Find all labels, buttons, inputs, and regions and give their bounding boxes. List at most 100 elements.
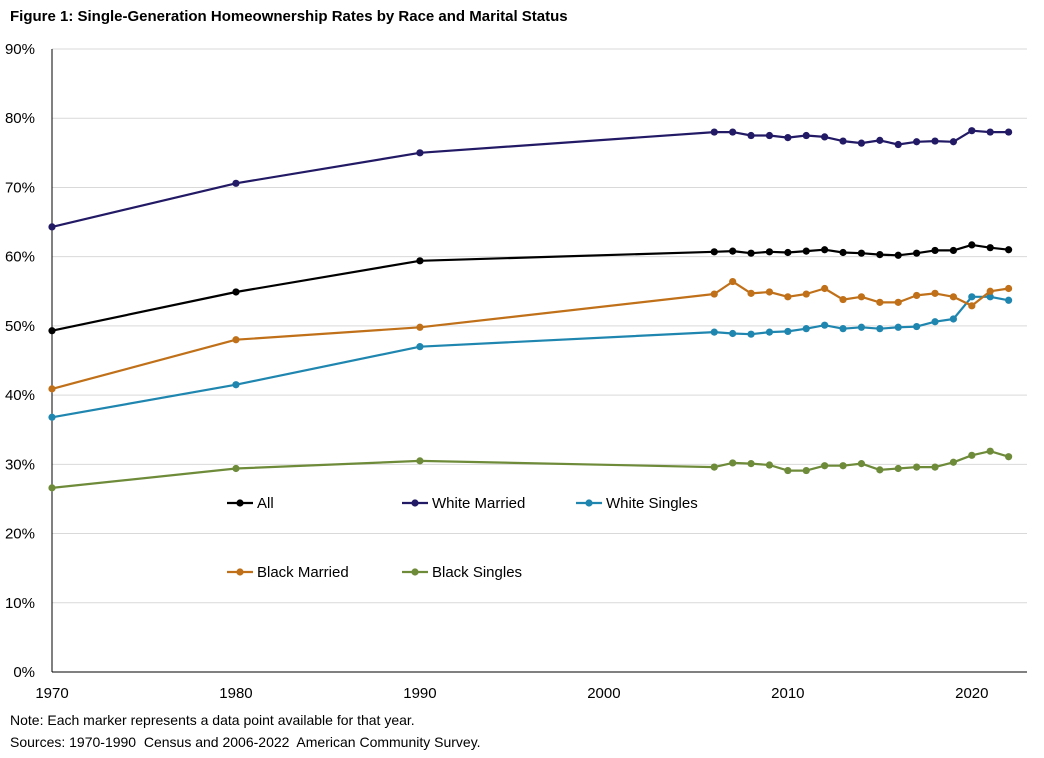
data-point-black-married-2009 — [765, 288, 774, 296]
data-point-white-married-2016 — [894, 140, 902, 149]
data-point-all-2013 — [839, 248, 847, 257]
data-point-black-singles-2012 — [821, 462, 829, 470]
data-point-black-singles-2013 — [839, 462, 847, 470]
legend-marker-white-married — [411, 499, 419, 507]
data-point-black-singles-2006 — [710, 463, 718, 471]
data-point-black-married-2020 — [968, 302, 976, 310]
y-tick-label-90: 90% — [5, 41, 35, 58]
series-line-black-married — [51, 280, 1009, 390]
data-point-white-married-2013 — [839, 137, 847, 145]
data-point-white-married-2021 — [986, 128, 994, 136]
data-point-all-2018 — [931, 246, 939, 255]
data-point-black-married-2010 — [784, 293, 792, 301]
x-tick-label-1970: 1970 — [35, 685, 68, 702]
data-point-all-2009 — [765, 248, 774, 256]
data-point-white-singles-1990 — [416, 343, 424, 351]
series-lines — [48, 127, 1013, 492]
data-point-black-singles-1970 — [48, 484, 56, 492]
data-point-black-married-2014 — [857, 293, 866, 301]
data-point-white-singles-2020 — [968, 293, 976, 301]
data-point-white-married-2017 — [913, 138, 921, 146]
y-tick-label-30: 30% — [5, 456, 35, 473]
series-line-all — [51, 243, 1009, 332]
y-tick-label-20: 20% — [5, 526, 35, 543]
data-point-black-married-2006 — [710, 290, 718, 298]
data-point-black-singles-2016 — [894, 464, 902, 473]
x-tick-label-1980: 1980 — [219, 685, 252, 702]
data-point-white-married-2020 — [968, 127, 976, 135]
x-tick-label-2020: 2020 — [955, 685, 988, 702]
data-point-white-married-2006 — [710, 128, 718, 136]
data-point-black-married-2018 — [931, 289, 939, 297]
data-point-black-singles-2019 — [949, 458, 958, 466]
data-point-white-married-2011 — [802, 131, 810, 140]
data-point-all-2020 — [968, 241, 976, 249]
data-point-white-married-2008 — [747, 131, 755, 140]
data-point-white-singles-2021 — [986, 293, 994, 301]
y-tick-label-70: 70% — [5, 179, 35, 196]
data-point-white-singles-2019 — [949, 315, 958, 323]
data-point-white-married-2014 — [857, 139, 866, 147]
legend-label-white-married: White Married — [432, 495, 525, 512]
data-point-white-singles-2017 — [913, 322, 921, 331]
legend-marker-white-singles — [585, 499, 593, 507]
data-point-black-married-2015 — [876, 298, 884, 306]
chart-note: Note: Each marker represents a data poin… — [10, 712, 415, 728]
legend-label-black-singles: Black Singles — [432, 564, 522, 581]
data-point-all-2011 — [802, 247, 810, 255]
y-tick-label-0: 0% — [13, 664, 35, 681]
data-point-white-singles-2011 — [802, 325, 810, 333]
data-point-black-married-2021 — [986, 287, 994, 295]
data-point-all-2010 — [784, 248, 792, 257]
data-point-all-2016 — [894, 251, 902, 259]
data-point-all-2017 — [913, 249, 921, 257]
y-tick-label-40: 40% — [5, 387, 35, 404]
y-tick-label-80: 80% — [5, 110, 35, 127]
data-point-white-married-2012 — [821, 133, 829, 141]
series-line-black-singles — [51, 450, 1009, 489]
data-point-white-married-1980 — [232, 179, 240, 187]
data-point-white-singles-2010 — [784, 327, 792, 336]
data-point-black-singles-2018 — [931, 463, 939, 471]
data-point-black-singles-2020 — [968, 451, 976, 459]
data-point-white-married-2019 — [949, 138, 958, 146]
data-point-black-married-2011 — [802, 290, 810, 298]
data-point-black-married-1970 — [48, 385, 56, 393]
data-point-all-1980 — [232, 288, 240, 296]
y-tick-label-10: 10% — [5, 595, 35, 612]
data-point-all-1990 — [416, 257, 424, 265]
data-point-all-1970 — [48, 327, 56, 335]
data-point-white-singles-2022 — [1005, 296, 1013, 304]
y-tick-label-60: 60% — [5, 249, 35, 266]
data-point-black-married-2016 — [894, 298, 902, 306]
data-point-black-married-2012 — [821, 284, 829, 293]
data-point-white-married-2022 — [1005, 128, 1013, 136]
data-point-white-singles-2013 — [839, 325, 847, 333]
data-point-black-singles-2017 — [913, 463, 921, 471]
data-point-white-singles-1980 — [232, 381, 240, 389]
legend-label-white-singles: White Singles — [606, 495, 698, 512]
data-point-all-2012 — [821, 246, 829, 254]
chart-sources: Sources: 1970-1990 Census and 2006-2022 … — [10, 734, 481, 750]
data-point-all-2022 — [1005, 246, 1013, 254]
chart-title: Figure 1: Single-Generation Homeownershi… — [10, 8, 568, 25]
data-point-black-singles-1990 — [416, 457, 424, 465]
data-point-black-singles-2022 — [1005, 453, 1013, 461]
data-point-all-2021 — [986, 244, 994, 252]
x-tick-label-2010: 2010 — [771, 685, 804, 702]
data-point-black-married-2013 — [839, 295, 847, 304]
data-point-black-singles-2007 — [729, 459, 737, 467]
data-point-all-2008 — [747, 249, 755, 257]
data-point-black-singles-2010 — [784, 466, 792, 475]
data-point-black-married-1980 — [232, 336, 240, 344]
data-point-white-singles-2007 — [729, 329, 737, 338]
legend-marker-black-singles — [411, 568, 419, 576]
data-point-white-singles-2015 — [876, 325, 884, 333]
data-point-all-2015 — [876, 250, 884, 259]
data-point-black-married-2007 — [729, 277, 737, 286]
data-point-white-married-2010 — [784, 134, 792, 142]
y-tick-label-50: 50% — [5, 318, 35, 335]
axes: 0% 10% 20% 30% 40% 50% 60% 70% 80% 90% 1970 1980 199… — [5, 41, 1027, 702]
x-tick-label-2000: 2000 — [587, 685, 620, 702]
